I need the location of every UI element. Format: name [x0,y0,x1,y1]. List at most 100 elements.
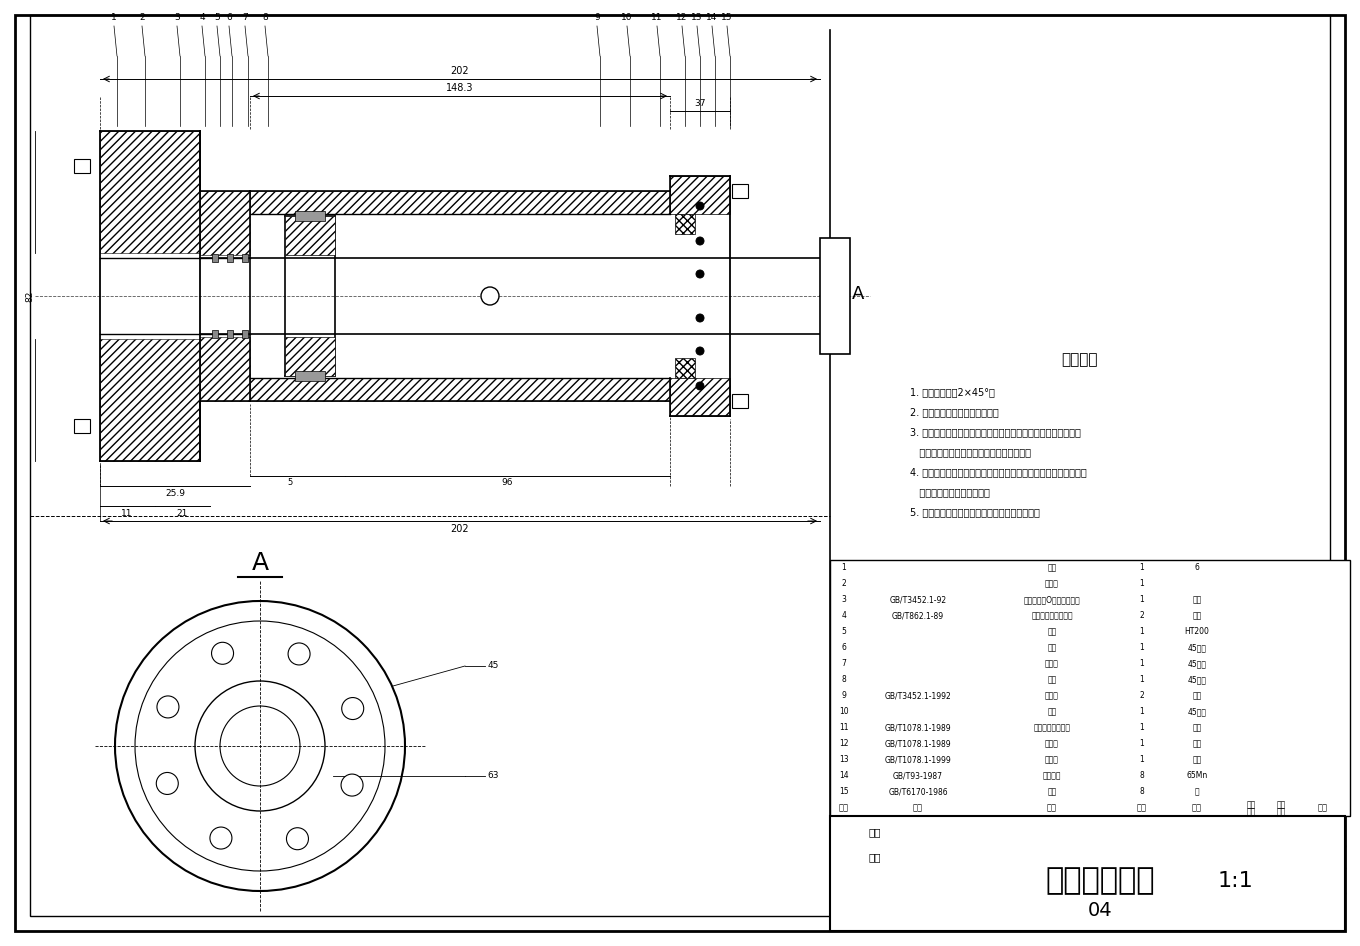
Bar [200,337,250,401]
Text: 3: 3 [842,595,846,604]
Bar [295,211,325,221]
Text: GB/T1078.1-1989: GB/T1078.1-1989 [885,724,951,732]
Bar [250,378,670,401]
Circle shape [156,773,178,795]
Text: 9: 9 [842,692,846,700]
Text: 21: 21 [177,509,188,517]
Text: GB/T93-1987: GB/T93-1987 [894,772,942,780]
Text: 橡胶: 橡胶 [1193,740,1202,748]
Text: 总计: 总计 [1277,800,1285,810]
Text: 6: 6 [842,643,846,653]
Text: 1:1: 1:1 [1217,871,1253,891]
Bar [101,339,200,461]
Text: 2. 各密封件装配前必须浸透油。: 2. 各密封件装配前必须浸透油。 [910,407,998,417]
Text: 重量: 重量 [1246,807,1255,816]
Circle shape [696,202,704,210]
Text: 9: 9 [594,13,600,23]
Text: 缸筒: 缸筒 [1047,675,1057,685]
Bar [286,216,335,255]
Text: 活塞杆: 活塞杆 [1044,659,1059,669]
Text: 1: 1 [842,564,846,572]
Text: 8: 8 [1140,772,1144,780]
Text: 82: 82 [26,290,34,302]
Text: A: A [252,551,268,575]
Text: 1. 未注倒角均为2×45°。: 1. 未注倒角均为2×45°。 [910,387,996,397]
Text: 防尘圈: 防尘圈 [1044,756,1059,764]
Circle shape [696,382,704,390]
Text: GB/T3452.1-1992: GB/T3452.1-1992 [884,692,952,700]
Text: 代号: 代号 [913,803,923,813]
Circle shape [288,643,310,665]
Bar [732,184,748,198]
Bar [820,238,850,354]
Text: GB/T1078.1-1999: GB/T1078.1-1999 [884,756,952,764]
Text: 2: 2 [1140,611,1144,621]
Text: 1: 1 [1140,595,1144,604]
Bar [242,254,248,262]
Text: GB/T6170-1986: GB/T6170-1986 [888,787,948,797]
Text: 7: 7 [842,659,846,669]
Bar [675,358,695,378]
Text: 4. 组装前严格检查并清除零件加工时残留的锐角、毛刺和异物，保: 4. 组装前严格检查并清除零件加工时残留的锐角、毛刺和异物，保 [910,467,1087,477]
Text: 1: 1 [1140,724,1144,732]
Text: 25.9: 25.9 [165,489,185,499]
Text: 12: 12 [839,740,849,748]
Text: 橡胶: 橡胶 [1193,692,1202,700]
Text: 1: 1 [1140,564,1144,572]
Text: 缸底: 缸底 [1047,564,1057,572]
Bar [212,330,218,338]
Text: 活塞杆用密封橡胶: 活塞杆用密封橡胶 [1034,724,1070,732]
Text: 技术要求: 技术要求 [1062,353,1099,367]
Text: 单件: 单件 [1246,800,1255,810]
Text: 1: 1 [1140,675,1144,685]
Circle shape [341,774,363,797]
Text: 7: 7 [242,13,248,23]
Text: 活塞用弹簧能密封圈: 活塞用弹簧能密封圈 [1031,611,1073,621]
Circle shape [156,696,180,718]
Text: 1: 1 [1140,627,1144,637]
Text: 弹簧垫圈: 弹簧垫圈 [1043,772,1061,780]
Text: 11: 11 [651,13,662,23]
Text: 皮、锈蚀、切屑、油污、着色剂和灰尘等。: 皮、锈蚀、切屑、油污、着色剂和灰尘等。 [910,447,1031,457]
Text: 1: 1 [1140,580,1144,588]
Text: 8: 8 [1140,787,1144,797]
Circle shape [696,347,704,355]
Text: 1: 1 [112,13,117,23]
Text: 11: 11 [839,724,849,732]
Text: 证密封件装入时不被损伤。: 证密封件装入时不被损伤。 [910,487,990,497]
Bar [286,337,335,376]
Bar [73,419,90,433]
Text: 螺母: 螺母 [1047,787,1057,797]
Text: 钢: 钢 [1194,787,1200,797]
Text: 2: 2 [842,580,846,588]
Circle shape [212,642,234,664]
Text: 202: 202 [450,524,469,534]
Text: 4: 4 [199,13,205,23]
Text: 3: 3 [174,13,180,23]
Text: 45号钢: 45号钢 [1187,659,1206,669]
Text: 1: 1 [1140,740,1144,748]
Bar [670,378,730,416]
Bar [242,330,248,338]
Text: 45号钢: 45号钢 [1187,643,1206,653]
Text: 96: 96 [502,479,513,487]
Text: 进油口: 进油口 [1044,580,1059,588]
Circle shape [481,287,499,305]
Text: 工程车液压缸: 工程车液压缸 [1046,867,1155,896]
Text: 橡胶: 橡胶 [1193,611,1202,621]
Text: 序号: 序号 [839,803,849,813]
Text: 202: 202 [450,66,469,76]
Text: GB/T862.1-89: GB/T862.1-89 [892,611,944,621]
Text: 密封圈: 密封圈 [1044,740,1059,748]
Text: 45: 45 [487,661,499,671]
Text: 重量: 重量 [1277,807,1285,816]
Text: 10: 10 [839,708,849,716]
Text: 1: 1 [1140,708,1144,716]
Text: 13: 13 [839,756,849,764]
Bar [675,214,695,234]
Text: 8: 8 [262,13,268,23]
Text: 橡胶: 橡胶 [1193,595,1202,604]
Text: 12: 12 [676,13,688,23]
Bar [250,191,670,214]
Text: 2: 2 [1140,692,1144,700]
